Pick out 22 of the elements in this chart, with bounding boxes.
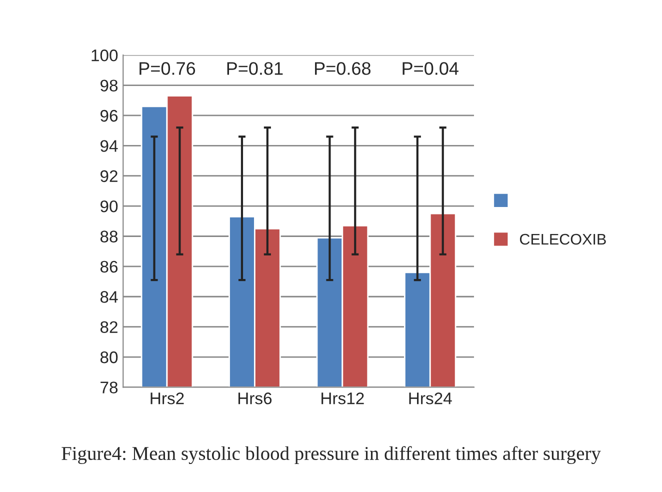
y-tick-label: 94	[100, 140, 118, 152]
legend-label: CELECOXIB	[520, 234, 606, 245]
y-tick-label: 86	[100, 260, 118, 273]
y-tick-label: 82	[100, 321, 118, 334]
annotation: P=0.81	[227, 62, 283, 75]
x-tick-label: Hrs6	[238, 392, 272, 404]
annotation: P=0.68	[315, 62, 370, 75]
x-tick-label: Hrs2	[150, 392, 184, 404]
annotation: P=0.04	[402, 62, 458, 75]
x-tick-label: Hrs12	[322, 392, 364, 404]
caption: Figure4: Mean systolic blood pressure in different times after surgery	[62, 446, 601, 464]
y-tick-label: 90	[100, 200, 118, 212]
annotation: P=0.76	[140, 62, 196, 75]
y-tick-label: 96	[100, 110, 118, 122]
y-tick-label: 92	[100, 170, 118, 182]
y-tick-label: 98	[100, 80, 118, 92]
x-tick-label: Hrs24	[409, 392, 452, 404]
y-tick-label: 84	[100, 291, 118, 303]
y-tick-label: 78	[100, 382, 118, 394]
y-tick-label: 100	[92, 50, 118, 62]
y-tick-label: 88	[100, 230, 118, 242]
y-tick-label: 80	[100, 351, 118, 364]
